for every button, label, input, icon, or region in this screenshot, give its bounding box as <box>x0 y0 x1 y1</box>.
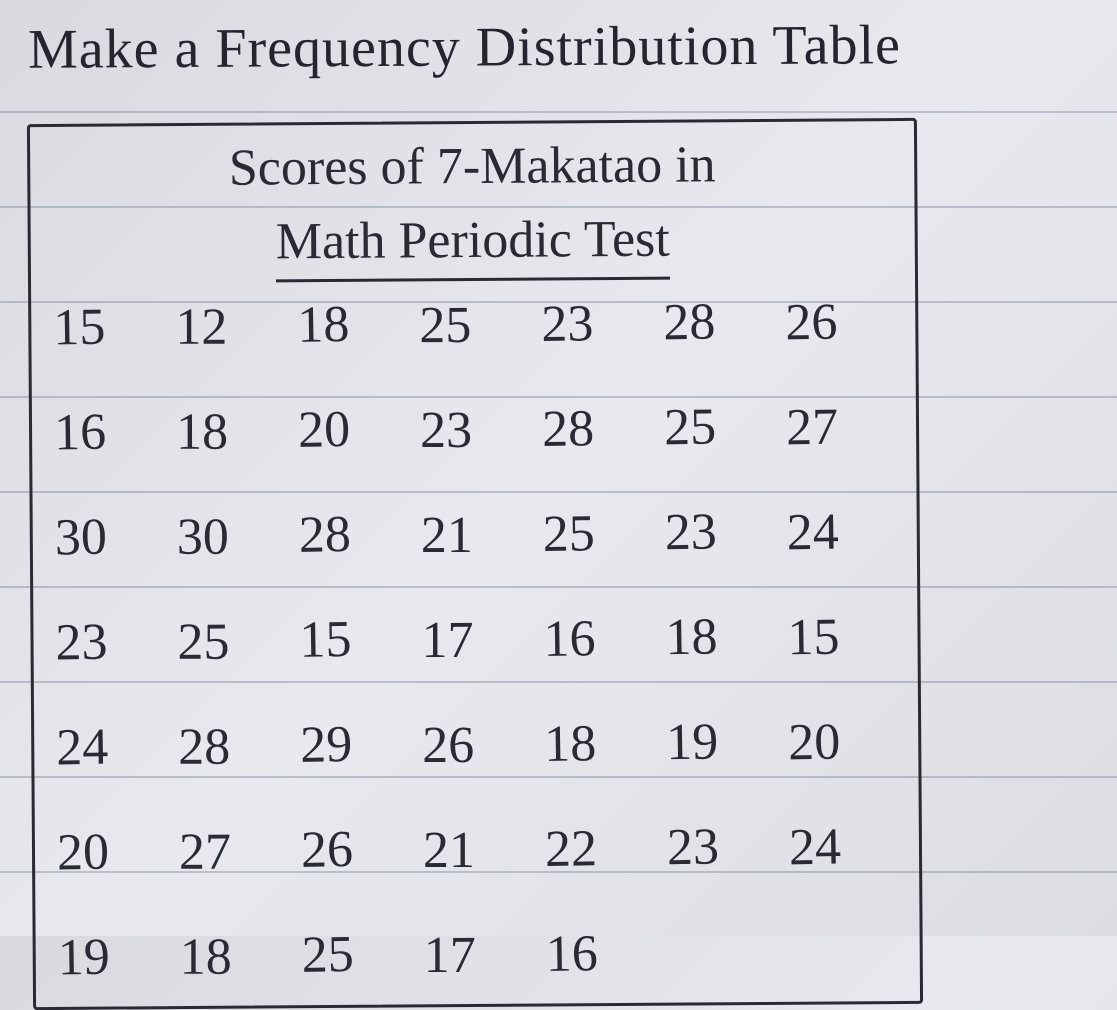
table-cell: 19 <box>57 927 180 988</box>
table-cell: 26 <box>785 292 908 353</box>
table-cell: 25 <box>419 296 541 355</box>
table-cell: 15 <box>299 609 422 670</box>
table-cell: 16 <box>54 402 177 463</box>
table-cell: 17 <box>421 611 543 670</box>
table-cell: 18 <box>665 607 788 668</box>
table-cell: 25 <box>301 924 424 985</box>
table-cell: 18 <box>297 294 420 355</box>
table-cell: 25 <box>177 613 299 672</box>
table-cell: 30 <box>54 507 177 568</box>
table-cell: 16 <box>543 609 666 670</box>
table-cell: 23 <box>541 294 664 355</box>
table-cell: 26 <box>422 716 544 775</box>
table-row: 16182023282527 <box>54 397 898 462</box>
table-cell: 18 <box>544 714 667 775</box>
table-cell: 27 <box>179 823 301 882</box>
table-cell: 27 <box>786 397 909 458</box>
table-cell: 21 <box>421 506 543 565</box>
scores-table-box: Scores of 7-Makatao in Math Periodic Tes… <box>27 118 923 1010</box>
table-row: 15121825232826 <box>53 292 897 357</box>
table-cell: 26 <box>300 819 423 880</box>
table-cell: 28 <box>663 292 786 353</box>
table-cell: 16 <box>545 924 668 985</box>
table-cell: 28 <box>298 504 421 565</box>
table-row: 1918251716 <box>58 922 902 987</box>
table-cell: 18 <box>180 928 302 987</box>
table-caption: Scores of 7-Makatao in Math Periodic Tes… <box>48 129 897 284</box>
table-cell: 28 <box>178 718 300 777</box>
caption-line-1: Scores of 7-Makatao in <box>229 136 716 196</box>
table-cell: 29 <box>300 714 423 775</box>
table-cell: 23 <box>55 612 178 673</box>
table-cell: 24 <box>789 817 912 878</box>
table-cell: 18 <box>176 403 298 462</box>
table-cell: 22 <box>545 819 668 880</box>
table-cell: 15 <box>787 607 910 668</box>
table-cell: 21 <box>423 821 545 880</box>
table-cell: 20 <box>788 712 911 773</box>
page-title: Make a Frequency Distribution Table <box>28 12 1099 82</box>
table-cell: 23 <box>666 817 789 878</box>
scores-grid: 1512182523282616182023282527303028212523… <box>49 292 902 987</box>
table-cell: 24 <box>786 502 909 563</box>
table-row: 24282926181920 <box>56 712 900 777</box>
table-cell: 23 <box>664 502 787 563</box>
table-cell: 25 <box>542 504 665 565</box>
table-cell: 15 <box>53 297 176 358</box>
table-cell: 19 <box>666 712 789 773</box>
table-cell: 28 <box>542 399 665 460</box>
page-content: Make a Frequency Distribution Table Scor… <box>0 0 1117 1007</box>
table-row: 23251517161815 <box>55 607 899 672</box>
table-row: 30302821252324 <box>55 502 899 567</box>
table-cell: 17 <box>424 926 546 985</box>
table-cell: 24 <box>56 717 179 778</box>
table-cell: 23 <box>420 401 542 460</box>
table-cell: 12 <box>175 298 297 357</box>
table-row: 20272621222324 <box>57 817 901 882</box>
table-cell: 30 <box>177 508 299 567</box>
table-cell: 20 <box>57 822 180 883</box>
table-cell: 20 <box>298 399 421 460</box>
caption-line-2: Math Periodic Test <box>275 205 670 283</box>
table-cell: 25 <box>664 397 787 458</box>
